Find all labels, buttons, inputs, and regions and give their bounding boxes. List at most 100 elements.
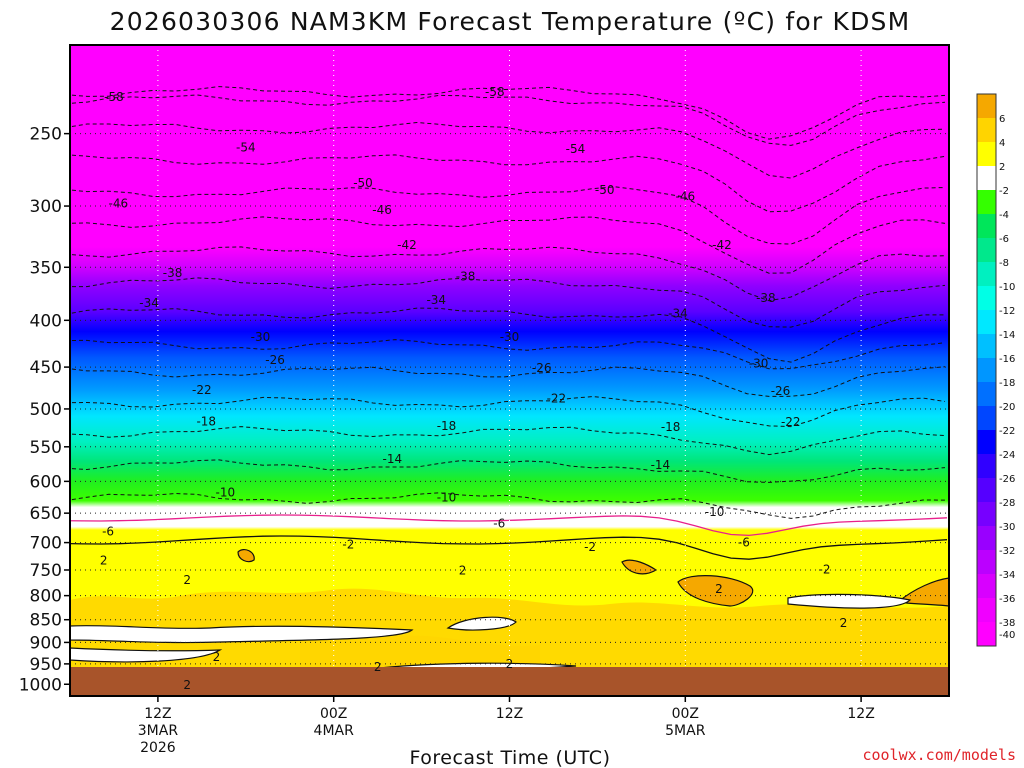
y-tick-label: 450 [30, 358, 62, 378]
contour-label: 2 [213, 650, 221, 664]
isotherm-line [70, 492, 946, 519]
y-axis: 2503003504004505005506006507007508008509… [19, 125, 70, 695]
contour-label: -42 [397, 238, 417, 252]
contour-label: -58 [104, 90, 124, 104]
x-tick-label: 12Z [496, 706, 523, 722]
contour-label: -46 [675, 190, 695, 204]
gridlines [70, 45, 949, 696]
contour-label: -26 [771, 384, 791, 398]
colorbar-tick-label: 2 [999, 162, 1005, 173]
y-tick-label: 600 [30, 472, 62, 492]
colorbar-swatch [977, 286, 996, 311]
contour-label: -54 [566, 142, 586, 156]
y-tick-label: 700 [30, 534, 62, 554]
isotherm-line [70, 277, 946, 328]
colorbar-tick-label: -38 [999, 618, 1015, 629]
y-tick-label: 400 [30, 311, 62, 331]
contour-label: -2 [584, 540, 596, 554]
ground-below-surface [70, 667, 949, 696]
colorbar-swatch [977, 166, 996, 191]
contour-label: 2 [100, 553, 108, 567]
colorbar-swatch [977, 238, 996, 263]
colorbar-tick-label: -28 [999, 498, 1015, 509]
contour-label: -26 [532, 361, 552, 375]
isotherm-line [70, 121, 946, 179]
x-tick-label: 2026 [140, 740, 176, 756]
contour-label: -50 [595, 183, 615, 197]
contour-label: -38 [756, 291, 776, 305]
colorbar-tick-label: -12 [999, 306, 1015, 317]
colorbar-tick-label: -26 [999, 474, 1015, 485]
cold-pocket [787, 593, 912, 609]
contour-label: 2 [183, 678, 191, 692]
colorbar-tick-label: -34 [999, 570, 1015, 581]
x-tick-label: 12Z [144, 706, 171, 722]
x-tick-label: 00Z [672, 706, 699, 722]
source-credit: coolwx.com/models [862, 746, 1016, 764]
contour-label: -34 [426, 293, 446, 307]
colorbar-swatch [977, 190, 996, 215]
colorbar-tick-label: -10 [999, 282, 1015, 293]
x-axis-title: Forecast Time (UTC) [410, 747, 611, 768]
isotherm-solid [70, 514, 948, 537]
y-tick-label: 1000 [19, 675, 62, 695]
isotherm-line [70, 339, 946, 370]
y-tick-label: 300 [30, 197, 62, 217]
y-tick-label: 850 [30, 611, 62, 631]
colorbar-swatch [977, 406, 996, 431]
colorbar-swatch [977, 622, 996, 647]
contour-label: -22 [781, 415, 801, 429]
x-tick-label: 4MAR [314, 723, 355, 739]
colorbar-swatch [977, 478, 996, 503]
contour-label: -18 [661, 420, 681, 434]
colorbar-tick-label: -32 [999, 546, 1015, 557]
colorbar-swatch [977, 382, 996, 407]
x-tick-label: 5MAR [665, 723, 706, 739]
colorbar-tick-label: -16 [999, 354, 1015, 365]
contour-label: -6 [493, 516, 505, 530]
isotherm-line [70, 246, 946, 302]
colorbar-tick-label: -20 [999, 402, 1015, 413]
x-tick-label: 00Z [320, 706, 347, 722]
contour-label: -14 [382, 452, 402, 466]
colorbar-tick-label: -4 [999, 210, 1009, 221]
isotherm-line [70, 216, 946, 274]
contour-label: -10 [705, 505, 725, 519]
isotherm-line [70, 395, 946, 428]
colorbar-swatch [977, 526, 996, 551]
x-tick-label: 12Z [847, 706, 874, 722]
contour-label: -38 [456, 269, 476, 283]
y-tick-label: 500 [30, 400, 62, 420]
colorbar-swatch [977, 502, 996, 527]
contour-label: 2 [459, 564, 467, 578]
isotherm-line [70, 459, 946, 483]
colorbar-swatch [977, 358, 996, 383]
colorbar-tick-label: 4 [999, 138, 1005, 149]
colorbar-tick-label: -22 [999, 426, 1015, 437]
colorbar-frame [976, 93, 997, 647]
colorbar-tick-label: -2 [999, 186, 1009, 197]
contour-label: -42 [712, 238, 732, 252]
colorbar-tick-label: -8 [999, 258, 1009, 269]
contour-label: 2 [506, 657, 514, 671]
colorbar-tick-label: -30 [999, 522, 1015, 533]
y-tick-label: 650 [30, 504, 62, 524]
contour-label: -22 [547, 391, 567, 405]
contour-label: -6 [738, 536, 750, 550]
colorbar-legend: 6 4 2 -2 -4 -6 -8 -10 -12 -14 -16 -18 -20 -22 -24 -26 -2… [976, 93, 1015, 647]
contour-label: -58 [485, 85, 505, 99]
contour-label: -10 [437, 491, 457, 505]
colorbar-tick-label: -40 [999, 630, 1015, 641]
y-tick-label: 800 [30, 587, 62, 607]
isotherm-line [70, 86, 946, 140]
y-tick-label: 550 [30, 438, 62, 458]
contour-label: -10 [215, 485, 235, 499]
contour-labels: -58 -58-54 -54-50 -50-46 -46-46-42 -42-38 -38-… [100, 85, 847, 692]
warm-cell-orange [677, 575, 754, 607]
colorbar-swatch [977, 550, 996, 575]
colorbar-swatch [977, 430, 996, 455]
warm-cell-orange [896, 577, 949, 607]
isotherm-line [70, 366, 946, 397]
colorbar-swatch [977, 574, 996, 599]
